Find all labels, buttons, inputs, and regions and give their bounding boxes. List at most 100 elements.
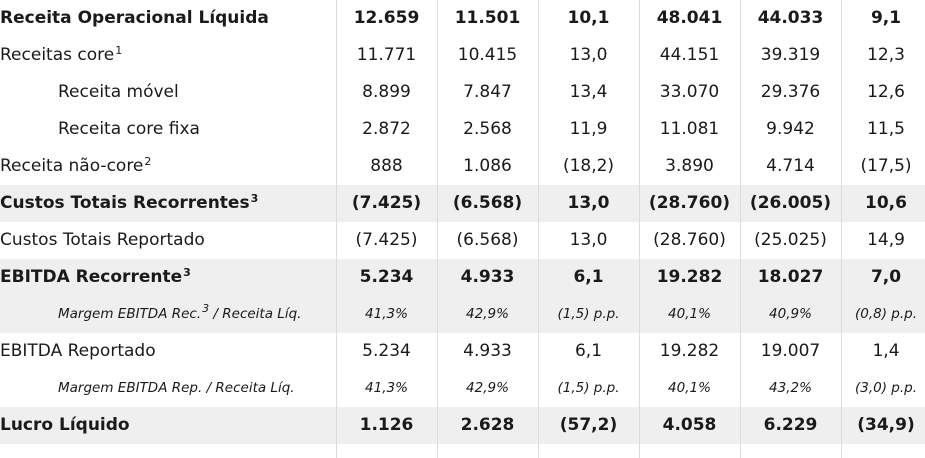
table-cell bbox=[739, 444, 841, 458]
row-label: Receitas core1 bbox=[0, 37, 336, 74]
row-label-text: Receita não-core bbox=[0, 156, 144, 176]
table-row: Margem EBITDA Rec.3 / Receita Líq. 41,3%… bbox=[0, 296, 925, 333]
table-row: Receita Operacional Líquida 12.659 11.50… bbox=[0, 0, 925, 37]
table-cell: (28.760) bbox=[638, 185, 740, 222]
table-cell: 43,2% bbox=[739, 370, 841, 407]
table-cell: 10,6 bbox=[840, 185, 925, 222]
table-row: Receita móvel 8.899 7.847 13,4 33.070 29… bbox=[0, 74, 925, 111]
table-cell: 13,0 bbox=[537, 222, 639, 259]
table-cell: (6.568) bbox=[436, 222, 538, 259]
table-cell: 6.229 bbox=[739, 407, 841, 444]
footnote-marker: 1 bbox=[115, 44, 123, 57]
table-row: EBITDA Reportado 5.234 4.933 6,1 19.282 … bbox=[0, 333, 925, 370]
table-cell: 4.933 bbox=[436, 333, 538, 370]
table-row bbox=[0, 444, 925, 458]
table-cell: 5.234 bbox=[335, 333, 437, 370]
row-label-text: Margem EBITDA Rec. bbox=[58, 305, 202, 322]
table-cell: (26.005) bbox=[739, 185, 841, 222]
row-label: Margem EBITDA Rep. / Receita Líq. bbox=[58, 379, 295, 396]
table-cell: 39.319 bbox=[739, 37, 841, 74]
table-row: Custos Totais Recorrentes3 (7.425) (6.56… bbox=[0, 185, 925, 222]
table-cell: 2.872 bbox=[335, 111, 437, 148]
table-cell: 41,3% bbox=[335, 296, 437, 333]
row-label-suffix: / Receita Líq. bbox=[209, 305, 302, 322]
table-cell: 3.890 bbox=[638, 148, 740, 185]
table-row: Receita core fixa 2.872 2.568 11,9 11.08… bbox=[0, 111, 925, 148]
table-cell: 9.942 bbox=[739, 111, 841, 148]
row-label-text: Custos Totais Recorrentes bbox=[0, 193, 250, 213]
table-cell: 13,4 bbox=[537, 74, 639, 111]
table-cell: 40,1% bbox=[638, 370, 740, 407]
table-cell: (34,9) bbox=[840, 407, 925, 444]
table-cell: 12,6 bbox=[840, 74, 925, 111]
footnote-marker: 3 bbox=[250, 192, 259, 205]
row-label: Margem EBITDA Rec.3 / Receita Líq. bbox=[0, 296, 336, 333]
row-label: Receita não-core2 bbox=[0, 148, 336, 185]
table-cell: (25.025) bbox=[739, 222, 841, 259]
table-cell bbox=[537, 444, 639, 458]
table-cell: 10.415 bbox=[436, 37, 538, 74]
table-cell: 4.933 bbox=[436, 259, 538, 296]
table-cell: 48.041 bbox=[638, 0, 740, 37]
table-cell: 40,1% bbox=[638, 296, 740, 333]
row-label: Receita móvel bbox=[58, 82, 179, 102]
table-cell: 41,3% bbox=[335, 370, 437, 407]
table-cell: 33.070 bbox=[638, 74, 740, 111]
row-label: Receita core fixa bbox=[58, 119, 200, 139]
table-cell: (1,5) p.p. bbox=[537, 370, 639, 407]
table-cell: 9,1 bbox=[840, 0, 925, 37]
table-cell: (17,5) bbox=[840, 148, 925, 185]
table-cell: 8.899 bbox=[335, 74, 437, 111]
table-cell: 11.501 bbox=[436, 0, 538, 37]
table-cell: (57,2) bbox=[537, 407, 639, 444]
table-cell: (18,2) bbox=[537, 148, 639, 185]
table-cell: 2.568 bbox=[436, 111, 538, 148]
table-cell: 10,1 bbox=[537, 0, 639, 37]
footnote-marker: 3 bbox=[183, 266, 191, 279]
table-cell: 7,0 bbox=[840, 259, 925, 296]
table-cell: (6.568) bbox=[436, 185, 538, 222]
table-cell: (7.425) bbox=[335, 185, 437, 222]
table-cell: 40,9% bbox=[739, 296, 841, 333]
table-cell bbox=[840, 444, 925, 458]
table-cell: 29.376 bbox=[739, 74, 841, 111]
table-cell: 13,0 bbox=[537, 37, 639, 74]
table-cell: 44.033 bbox=[739, 0, 841, 37]
table-cell: 12,3 bbox=[840, 37, 925, 74]
table-cell: 1,4 bbox=[840, 333, 925, 370]
table-cell: 11.771 bbox=[335, 37, 437, 74]
table-cell: 1.126 bbox=[335, 407, 437, 444]
table-cell: 7.847 bbox=[436, 74, 538, 111]
row-label: Receita Operacional Líquida bbox=[0, 8, 269, 28]
table-cell: 14,9 bbox=[840, 222, 925, 259]
table-cell: 11,9 bbox=[537, 111, 639, 148]
footnote-marker: 2 bbox=[144, 155, 152, 168]
table-cell: 4.714 bbox=[739, 148, 841, 185]
table-cell bbox=[335, 444, 437, 458]
table-cell: 4.058 bbox=[638, 407, 740, 444]
table-cell: 12.659 bbox=[335, 0, 437, 37]
footnote-marker: 3 bbox=[202, 301, 210, 315]
table-cell: (7.425) bbox=[335, 222, 437, 259]
table-cell bbox=[436, 444, 538, 458]
row-label: EBITDA Recorrente3 bbox=[0, 259, 336, 296]
table-cell: (1,5) p.p. bbox=[537, 296, 639, 333]
table-cell: 19.282 bbox=[638, 333, 740, 370]
table-cell: 888 bbox=[335, 148, 437, 185]
table-row: Margem EBITDA Rep. / Receita Líq. 41,3% … bbox=[0, 370, 925, 407]
table-cell: 2.628 bbox=[436, 407, 538, 444]
table-row: Receita não-core2 888 1.086 (18,2) 3.890… bbox=[0, 148, 925, 185]
table-cell: 19.282 bbox=[638, 259, 740, 296]
table-cell: 42,9% bbox=[436, 296, 538, 333]
row-label-text: EBITDA Recorrente bbox=[0, 267, 183, 287]
table-cell: 6,1 bbox=[537, 333, 639, 370]
table-cell bbox=[638, 444, 740, 458]
table-cell: 42,9% bbox=[436, 370, 538, 407]
table-cell: 6,1 bbox=[537, 259, 639, 296]
table-row: EBITDA Recorrente3 5.234 4.933 6,1 19.28… bbox=[0, 259, 925, 296]
table-cell: 5.234 bbox=[335, 259, 437, 296]
table-cell: 11.081 bbox=[638, 111, 740, 148]
table-cell: 44.151 bbox=[638, 37, 740, 74]
table-cell: 19.007 bbox=[739, 333, 841, 370]
